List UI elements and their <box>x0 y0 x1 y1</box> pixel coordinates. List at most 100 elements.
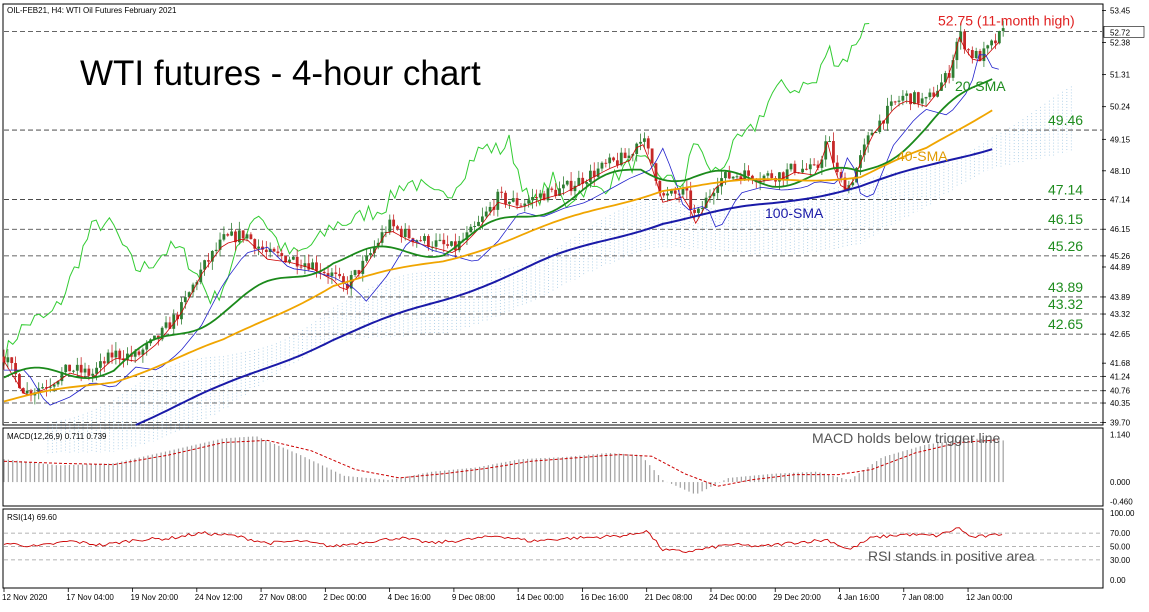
candle-body <box>207 260 210 262</box>
rsi-annotation: RSI stands in positive area <box>868 548 1035 564</box>
candle-body <box>751 175 754 181</box>
candle-body <box>677 193 681 195</box>
candle-body <box>970 50 974 58</box>
candle-body <box>338 273 342 277</box>
candle-body <box>978 50 982 62</box>
candle-body <box>68 364 71 372</box>
candle-body <box>153 335 156 340</box>
candle-body <box>276 251 280 254</box>
candle-body <box>106 352 110 364</box>
candle-body <box>288 259 291 263</box>
candle-body <box>172 314 176 329</box>
candle-body <box>731 176 735 179</box>
level-lines <box>4 31 1102 423</box>
candle-body <box>727 172 731 179</box>
moving-averages <box>3 36 1000 426</box>
candle-body <box>874 132 878 134</box>
time-tick-label: 24 Dec 00:00 <box>709 593 757 602</box>
candle-body <box>245 234 249 239</box>
macd-annotation: MACD holds below trigger line <box>812 430 1001 446</box>
time-tick-label: 14 Dec 00:00 <box>516 593 564 602</box>
candle-body <box>388 219 392 232</box>
candle-body <box>249 234 253 240</box>
candle-body <box>137 351 141 355</box>
candle-body <box>851 182 855 186</box>
candle-body <box>565 180 569 185</box>
candle-body <box>295 256 299 267</box>
candle-body <box>291 256 295 260</box>
candle-body <box>596 168 600 177</box>
candle-body <box>901 95 905 101</box>
candle-body <box>500 191 504 193</box>
price-tick-label: 43.89 <box>1110 293 1131 302</box>
candle-body <box>392 219 396 227</box>
candle-body <box>446 244 450 246</box>
price-tick-label: 53.45 <box>1110 6 1131 15</box>
candle-body <box>299 266 303 268</box>
sma100-line <box>135 148 993 426</box>
candle-body <box>658 180 662 194</box>
candle-body <box>79 364 83 373</box>
candle-body <box>488 206 492 212</box>
candle-body <box>342 276 345 284</box>
candle-body <box>357 270 361 274</box>
candle-body <box>180 302 183 320</box>
candle-body <box>994 40 997 44</box>
level-label-4: 45.26 <box>1048 238 1083 254</box>
candle-body <box>403 228 407 238</box>
candle-body <box>843 177 847 190</box>
candle-body <box>21 388 25 394</box>
candle-body <box>411 238 415 243</box>
candle-body <box>716 186 720 193</box>
candle-body <box>237 230 241 243</box>
candle-body <box>145 343 149 350</box>
price-tick-label: 46.15 <box>1110 225 1131 234</box>
candle-body <box>824 141 828 160</box>
level-label-0: 52.75 (11-month high) <box>938 12 1075 28</box>
candle-body <box>685 187 689 191</box>
time-tick-label: 7 Jan 08:00 <box>902 593 944 602</box>
candle-body <box>75 364 79 371</box>
candle-body <box>268 248 272 253</box>
candle-body <box>380 232 384 243</box>
candle-body <box>619 152 623 166</box>
rsi-tick-label: 0.00 <box>1110 576 1126 585</box>
rsi-tick-label: 70.00 <box>1110 529 1131 538</box>
candle-body <box>330 272 334 277</box>
candle-body <box>646 138 650 149</box>
candle-body <box>60 372 64 382</box>
candle-body <box>585 182 588 184</box>
candle-body <box>905 93 909 96</box>
level-label-2: 47.14 <box>1048 182 1083 198</box>
candle-body <box>789 163 793 170</box>
candle-body <box>210 250 214 262</box>
candle-body <box>110 352 114 358</box>
candle-body <box>241 230 245 239</box>
candle-body <box>889 101 893 106</box>
candle-body <box>531 197 534 201</box>
candle-body <box>924 97 928 99</box>
candle-body <box>770 173 774 179</box>
candle-body <box>334 272 338 274</box>
ma-label-1: 40-SMA <box>897 148 948 164</box>
candle-body <box>670 190 673 194</box>
macd-signal-line <box>3 439 998 487</box>
current-price-tag <box>1103 26 1145 38</box>
candle-body <box>496 191 500 210</box>
price-tick-label: 39.70 <box>1110 419 1131 428</box>
candle-body <box>523 203 527 206</box>
candle-body <box>604 162 608 164</box>
candle-body <box>64 364 68 373</box>
candle-body <box>191 284 195 293</box>
candle-body <box>52 384 56 387</box>
candle-body <box>315 262 318 271</box>
candle-body <box>218 239 222 250</box>
candle-body <box>187 292 191 298</box>
macd-panel-frame <box>2 427 1104 507</box>
candle-body <box>322 271 326 274</box>
candle-body <box>963 31 967 50</box>
candle-body <box>990 40 994 46</box>
time-tick-label: 2 Dec 00:00 <box>323 593 367 602</box>
macd-plot <box>3 436 1004 494</box>
candle-body <box>1001 28 1005 32</box>
